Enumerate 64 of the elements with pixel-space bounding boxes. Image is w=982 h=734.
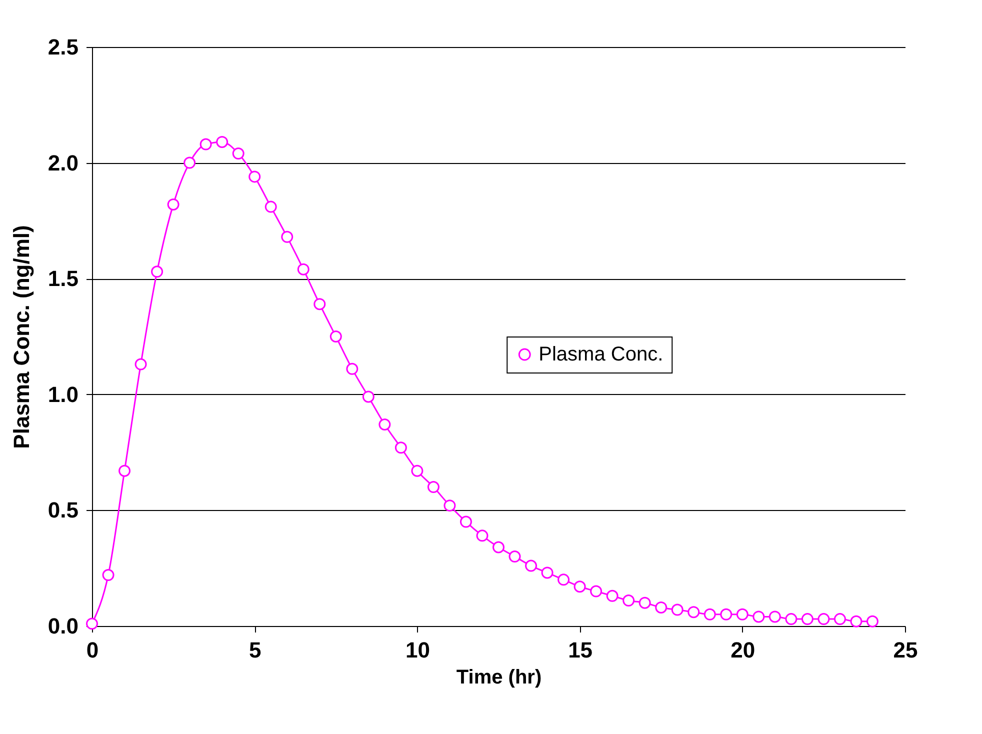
point bbox=[86, 618, 98, 630]
x-tick-label: 10 bbox=[405, 638, 430, 662]
point bbox=[558, 574, 570, 586]
x-tick-label: 25 bbox=[893, 638, 918, 662]
point bbox=[232, 148, 244, 160]
point bbox=[151, 266, 164, 278]
y-tick-label: 1.0 bbox=[48, 382, 78, 407]
point bbox=[314, 298, 326, 310]
point bbox=[720, 608, 732, 620]
point bbox=[768, 610, 781, 623]
point bbox=[541, 566, 554, 579]
point bbox=[818, 613, 830, 626]
point bbox=[346, 362, 358, 375]
x-tick-label: 15 bbox=[568, 638, 593, 662]
point bbox=[362, 390, 374, 403]
point bbox=[671, 604, 684, 616]
legend-label: Plasma Conc. bbox=[538, 344, 664, 366]
point bbox=[444, 500, 456, 512]
x-tick-label: 5 bbox=[248, 638, 262, 662]
y-tick-label: 1.5 bbox=[48, 266, 78, 292]
point bbox=[606, 590, 618, 602]
point bbox=[688, 606, 700, 618]
point bbox=[134, 358, 147, 370]
point bbox=[655, 601, 668, 614]
point bbox=[492, 541, 504, 554]
point bbox=[638, 596, 651, 609]
y-axis-title: Plasma Conc. (ng/ml) bbox=[8, 225, 34, 449]
point bbox=[736, 608, 748, 620]
point bbox=[834, 613, 846, 626]
point bbox=[850, 615, 862, 628]
point bbox=[574, 580, 586, 593]
point bbox=[508, 550, 521, 563]
x-tick-label: 0 bbox=[86, 638, 99, 662]
point bbox=[200, 138, 212, 150]
point bbox=[216, 136, 228, 148]
point bbox=[704, 608, 716, 620]
point bbox=[378, 418, 391, 430]
point bbox=[525, 560, 538, 572]
point bbox=[264, 200, 277, 213]
point bbox=[394, 442, 407, 454]
y-tick-label: 2.5 bbox=[48, 34, 78, 60]
x-tick-label: 20 bbox=[730, 638, 756, 662]
point bbox=[460, 516, 472, 528]
x-axis-title: Time (hr) bbox=[456, 666, 542, 688]
point bbox=[330, 330, 342, 342]
point bbox=[801, 613, 814, 626]
point bbox=[427, 481, 440, 494]
point bbox=[297, 263, 310, 276]
point bbox=[248, 170, 261, 183]
y-tick-label: 0.0 bbox=[48, 614, 78, 638]
y-tick-label: 0.5 bbox=[48, 498, 78, 523]
point bbox=[785, 613, 798, 626]
point bbox=[622, 594, 635, 607]
point bbox=[167, 198, 180, 210]
point bbox=[752, 610, 765, 623]
point bbox=[590, 585, 602, 598]
point bbox=[118, 464, 131, 477]
point bbox=[866, 615, 878, 628]
point bbox=[411, 464, 424, 477]
point bbox=[102, 569, 114, 582]
point bbox=[476, 530, 488, 542]
point bbox=[281, 230, 294, 243]
point bbox=[184, 156, 196, 169]
y-tick-label: 2.0 bbox=[48, 150, 78, 176]
